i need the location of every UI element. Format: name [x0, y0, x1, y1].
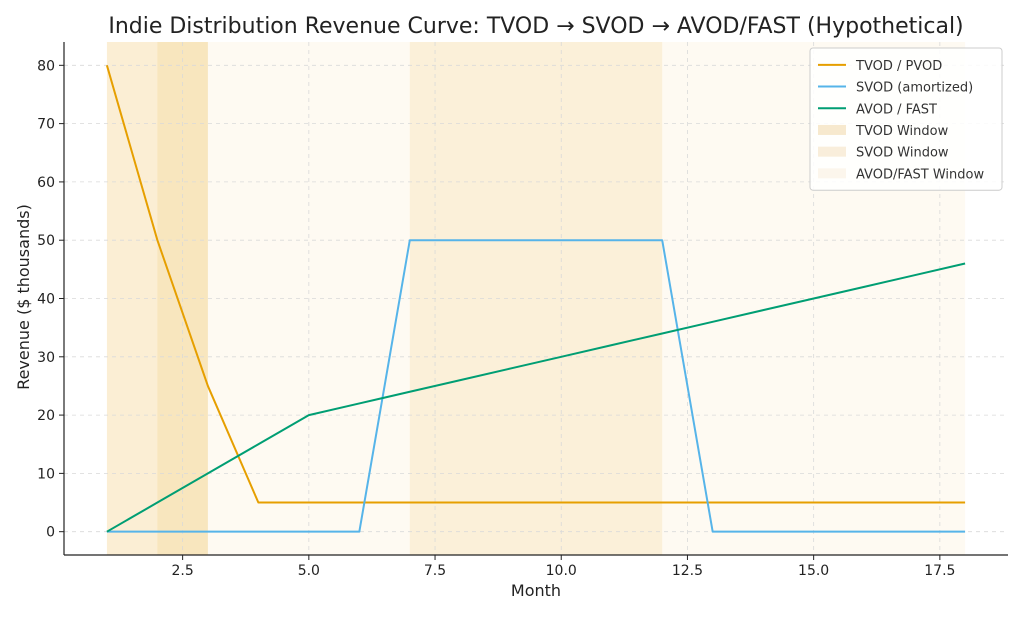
y-tick-label: 70 [37, 117, 55, 133]
x-tick-label: 17.5 [924, 563, 955, 579]
series-line-tvod-pvod [105, 65, 966, 504]
legend-swatch-avod-fast-window [818, 168, 846, 179]
tick-labels: 2.5 5.0 7.5 10.0 12.5 15.0 17.5 0 10 20 30 40 50 60 70… [37, 58, 955, 579]
legend-label-svod-window: SVOD Window [856, 146, 949, 161]
x-tick-label: 5.0 [298, 563, 320, 579]
x-tick-label: 12.5 [672, 563, 703, 579]
series-line-avod-fast [106, 262, 966, 533]
y-tick-label: 10 [37, 466, 55, 482]
y-tick-label: 0 [46, 525, 55, 541]
legend-swatch-tvod-window [818, 124, 846, 135]
legend-label-tvod-pvod: TVOD / PVOD [855, 59, 942, 74]
legend-label-tvod-window: TVOD Window [855, 124, 949, 139]
x-tick-label: 10.0 [546, 563, 577, 579]
y-tick-label: 40 [37, 292, 55, 308]
y-axis-label: Revenue ($ thousands) [14, 204, 33, 390]
y-tick-label: 60 [37, 175, 55, 191]
chart-title: Indie Distribution Revenue Curve: TVOD →… [108, 14, 963, 39]
y-tick-label: 50 [37, 233, 55, 249]
x-tick-label: 7.5 [424, 563, 446, 579]
legend: TVOD / PVOD SVOD (amortized) AVOD / FAST TV… [809, 47, 1003, 191]
y-tick-label: 20 [37, 408, 55, 424]
x-axis-label: Month [511, 581, 561, 600]
legend-swatch-svod-window [818, 146, 846, 157]
legend-label-avod-fast: AVOD / FAST [856, 102, 937, 117]
series-lines [105, 65, 966, 533]
y-tick-label: 30 [37, 350, 55, 366]
legend-box [809, 47, 1003, 191]
x-tick-label: 15.0 [798, 563, 829, 579]
legend-label-svod-amortized: SVOD (amortized) [856, 81, 973, 96]
x-tick-label: 2.5 [171, 563, 193, 579]
y-tick-label: 80 [37, 58, 55, 74]
series-line-svod-amortized [106, 239, 966, 533]
legend-label-avod-fast-window: AVOD/FAST Window [856, 167, 984, 182]
